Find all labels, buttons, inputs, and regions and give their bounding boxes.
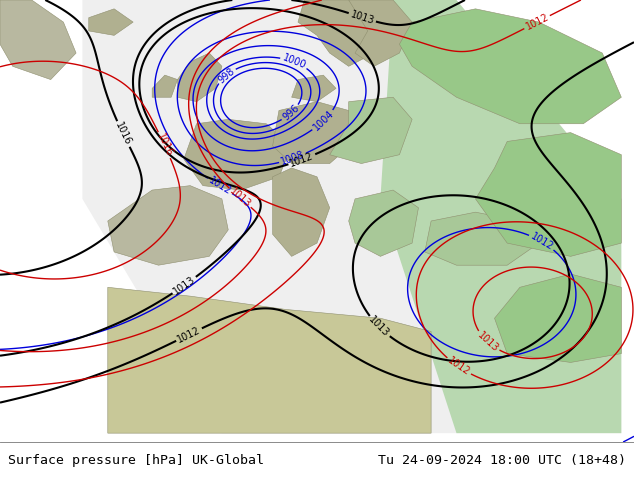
Text: 1012: 1012 [288,150,315,169]
Polygon shape [349,190,418,256]
Polygon shape [108,287,431,433]
Text: 998: 998 [216,66,236,85]
Polygon shape [399,9,621,124]
Text: 1012: 1012 [529,231,555,252]
Text: Tu 24-09-2024 18:00 UTC (18+48): Tu 24-09-2024 18:00 UTC (18+48) [378,454,626,467]
Text: 1012: 1012 [207,175,233,197]
Text: 1016: 1016 [113,121,133,147]
Polygon shape [184,120,292,190]
Polygon shape [152,75,178,97]
Text: 1012: 1012 [176,325,202,344]
Polygon shape [0,0,76,79]
Text: 1013: 1013 [171,274,197,296]
Polygon shape [476,133,621,256]
Text: 1013: 1013 [476,330,500,354]
Text: Surface pressure [hPa] UK-Global: Surface pressure [hPa] UK-Global [8,454,264,467]
Polygon shape [298,0,393,66]
Polygon shape [82,0,621,433]
Text: 996: 996 [281,103,301,123]
Text: 1000: 1000 [281,53,307,71]
Polygon shape [380,0,621,433]
Polygon shape [273,168,330,256]
Text: 1008: 1008 [280,149,306,167]
Polygon shape [330,97,412,164]
Text: 1013: 1013 [367,315,391,339]
Text: 1013: 1013 [349,9,375,26]
Text: 1016: 1016 [155,132,174,158]
Polygon shape [349,0,412,66]
Polygon shape [273,101,355,164]
Text: 1012: 1012 [524,12,550,32]
Text: 1012: 1012 [446,356,472,378]
Polygon shape [89,9,133,35]
Text: 1004: 1004 [311,109,335,133]
Polygon shape [425,212,539,265]
Polygon shape [178,53,222,101]
Polygon shape [108,186,228,265]
Polygon shape [292,75,336,101]
Polygon shape [495,274,621,363]
Text: 1013: 1013 [228,186,252,210]
